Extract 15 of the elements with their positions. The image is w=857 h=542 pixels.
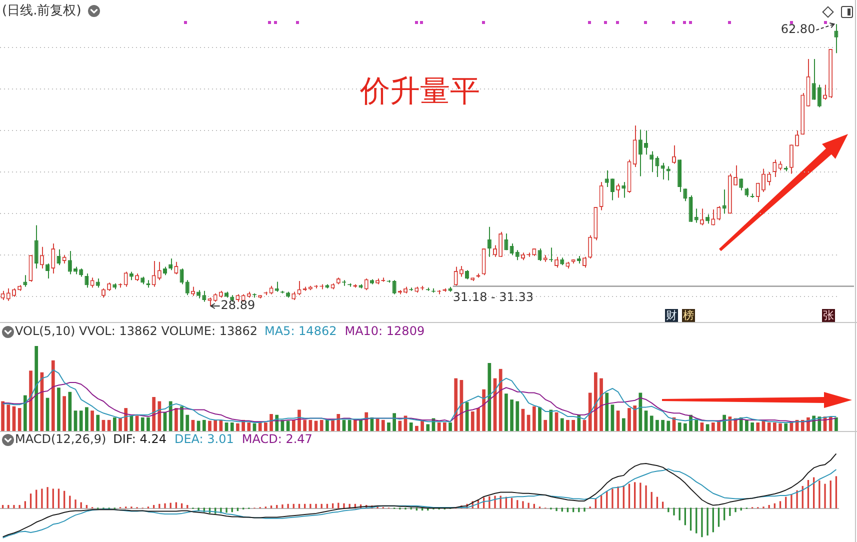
chart-title: MACD(12,26,9)	[15, 432, 106, 446]
annotation: 62.80	[780, 22, 816, 36]
text: DEA: 3.01	[174, 432, 234, 446]
text: 财	[665, 309, 678, 323]
band-label: 31.18 - 31.33	[452, 290, 534, 304]
text: MACD: 2.47	[242, 432, 312, 446]
chart-title: (日线.前复权)	[2, 3, 82, 18]
text: 榜	[682, 309, 695, 323]
chart-title: VOL(5,10) VVOL: 13862 VOLUME: 13862	[15, 324, 258, 338]
text: 张	[822, 309, 835, 323]
text: MA10: 12809	[344, 324, 425, 338]
annotation: 28.89	[220, 298, 256, 312]
annotation: 价升量平	[359, 74, 480, 109]
text: MA5: 14862	[264, 324, 337, 338]
text: DIF: 4.24	[113, 432, 166, 446]
